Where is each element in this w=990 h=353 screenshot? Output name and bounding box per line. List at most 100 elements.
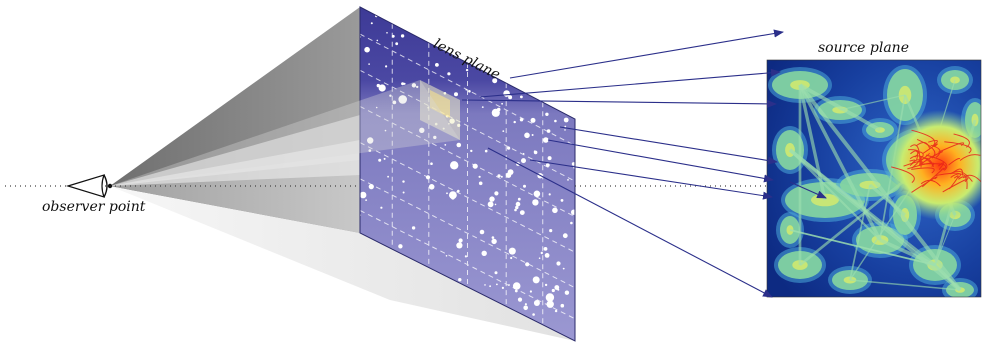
caustic-line (950, 170, 973, 182)
caustic-line (915, 142, 931, 149)
lens-star (386, 32, 388, 34)
lens-star (570, 221, 573, 225)
lens-star (548, 193, 551, 196)
lens-star (447, 72, 451, 76)
lens-star (481, 250, 487, 256)
source-filament (839, 94, 906, 111)
lens-star (545, 293, 555, 302)
lens-star (545, 112, 549, 117)
lens-star (457, 189, 460, 193)
observer-point-label: observer point (42, 199, 146, 215)
lens-star (540, 251, 543, 255)
lens-star (507, 146, 511, 150)
lens-star (510, 248, 512, 251)
lens-star (523, 184, 526, 188)
source-filament (849, 184, 871, 281)
lens-star (554, 285, 560, 290)
caustic-line (910, 144, 921, 166)
lens-star (465, 88, 468, 91)
caustic-line (942, 178, 968, 193)
lens-star (549, 229, 553, 233)
lens-star (449, 191, 457, 200)
lens-star (512, 282, 521, 290)
caustic-line (950, 173, 969, 180)
lens-star (523, 305, 528, 311)
caustic-line (925, 154, 948, 171)
lens-star (487, 201, 494, 208)
lens-star (532, 199, 539, 206)
lens-star (368, 184, 374, 190)
source-filament (879, 238, 936, 267)
lens-star (515, 205, 519, 210)
beam-patch-core (430, 90, 450, 118)
lens-star (494, 271, 498, 275)
lens-star (389, 94, 392, 97)
lens-star (378, 158, 382, 162)
source-filament (789, 149, 881, 241)
lens-star (554, 119, 557, 123)
lens-star (552, 207, 558, 214)
caustic-line (922, 143, 938, 154)
lens-star (544, 283, 548, 287)
light-ray (509, 29, 784, 79)
lens-star (532, 276, 540, 284)
lens-plane-border (359, 6, 576, 342)
lens-star (513, 120, 516, 124)
lens-star (360, 191, 367, 199)
lens-star (368, 149, 372, 152)
lens-star (560, 199, 564, 202)
lens-star (450, 161, 459, 170)
caustic-line (938, 162, 945, 171)
lens-star (364, 46, 370, 53)
caustic-line (911, 129, 936, 147)
lens-star (533, 150, 536, 153)
caustic-line (948, 158, 961, 166)
lens-star (458, 278, 462, 282)
lens-star (430, 162, 433, 165)
lens-star (411, 83, 417, 88)
lens-star (517, 197, 521, 201)
lens-star (546, 300, 554, 308)
lens-star (378, 84, 386, 92)
lens-star (497, 174, 501, 178)
lens-grid-line (360, 33, 575, 147)
lens-star (562, 233, 568, 239)
lens-star (464, 255, 467, 258)
lens-star (400, 34, 405, 38)
caustic-line (962, 174, 981, 183)
lens-star (365, 199, 367, 202)
lens-star (484, 284, 486, 286)
lens-star (564, 290, 570, 295)
light-ray (529, 159, 773, 200)
light-ray (461, 99, 777, 108)
lens-star (531, 134, 534, 136)
lens-star (479, 229, 485, 235)
lens-star (522, 152, 525, 155)
lens-star (492, 78, 498, 84)
lens-star (501, 102, 503, 105)
lens-star (520, 95, 523, 99)
lens-star (551, 288, 555, 293)
lens-star (433, 135, 437, 140)
lens-star (385, 65, 388, 68)
lens-star (502, 130, 505, 133)
lens-star (503, 90, 510, 97)
caustic-line (958, 176, 968, 190)
lens-star (484, 149, 488, 153)
lens-star (470, 149, 473, 153)
lens-star (494, 191, 499, 196)
lens-star (445, 255, 448, 257)
lens-star (425, 175, 431, 180)
lens-star (546, 129, 551, 133)
lens-star (521, 158, 526, 164)
lens-star (508, 247, 516, 255)
lens-star (571, 209, 575, 215)
lens-star (491, 238, 497, 245)
lens-star (392, 100, 397, 105)
lens-star (547, 156, 552, 161)
lens-star (435, 63, 439, 67)
lens-star (508, 284, 510, 286)
lens-star (481, 106, 484, 108)
source-filament (789, 229, 936, 266)
